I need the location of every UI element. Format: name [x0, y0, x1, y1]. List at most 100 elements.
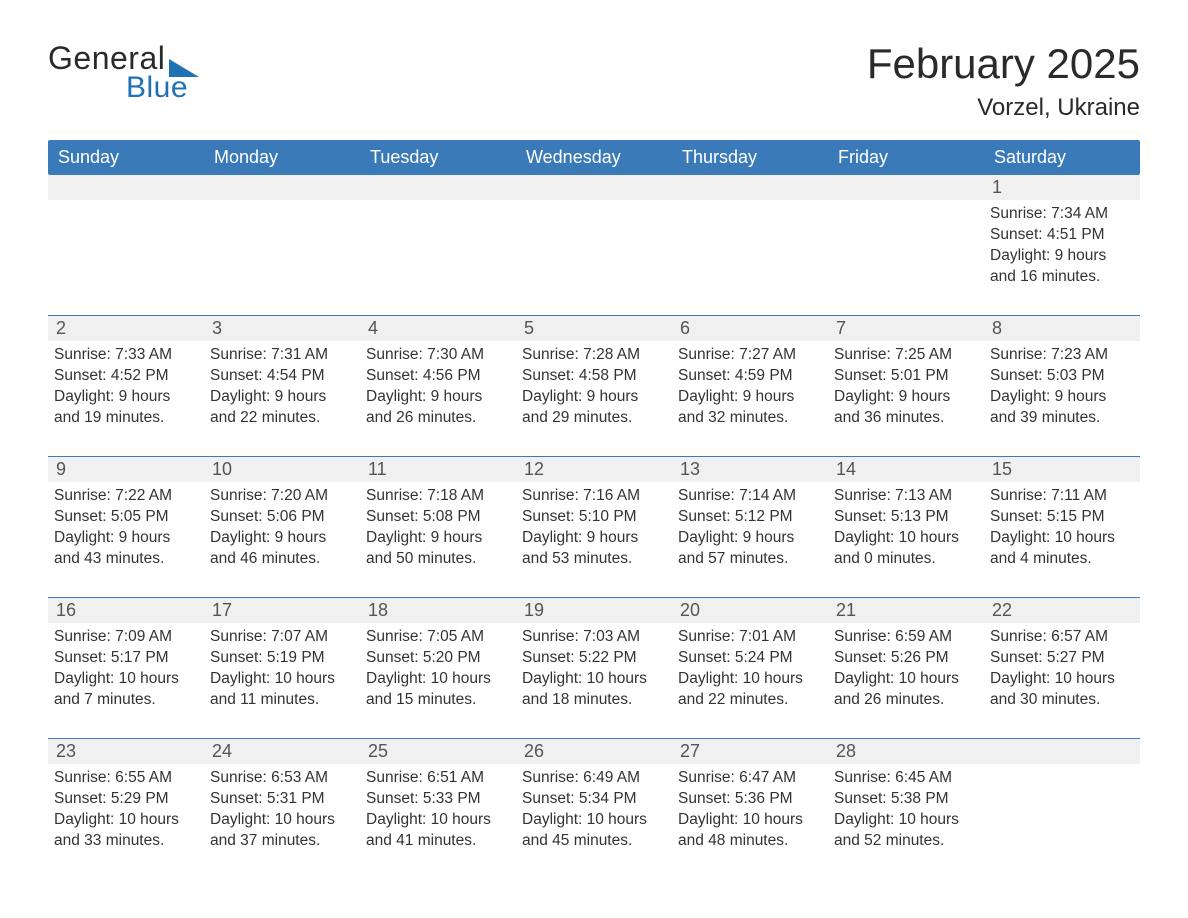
day-cell: 24 Sunrise: 6:53 AMSunset: 5:31 PMDayligh…	[204, 739, 360, 879]
day-details: Sunrise: 7:18 AMSunset: 5:08 PMDaylight:…	[366, 486, 510, 570]
empty-day-cell	[48, 175, 204, 315]
day-cell: 7Sunrise: 7:25 AMSunset: 5:01 PMDaylight…	[828, 316, 984, 456]
day-number-bar: 23	[48, 739, 204, 764]
day-cell: 13Sunrise: 7:14 AMSunset: 5:12 PMDayligh…	[672, 457, 828, 597]
empty-day-cell	[516, 175, 672, 315]
day-details: Sunrise: 7:03 AMSunset: 5:22 PMDaylight:…	[522, 627, 666, 711]
month-title: February 2025	[867, 40, 1140, 88]
day-number-bar: 19	[516, 598, 672, 623]
day-number-bar: 20	[672, 598, 828, 623]
day-cell: 26 Sunrise: 6:49 AMSunset: 5:34 PMDayligh…	[516, 739, 672, 879]
day-number-bar	[48, 175, 204, 200]
day-number-bar	[672, 175, 828, 200]
day-cell: 18 Sunrise: 7:05 AMSunset: 5:20 PMDayligh…	[360, 598, 516, 738]
week-row: 23Sunrise: 6:55 AMSunset: 5:29 PMDayligh…	[48, 738, 1140, 879]
weekday-header-row: SundayMondayTuesdayWednesdayThursdayFrid…	[48, 140, 1140, 175]
day-details: Sunrise: 7:01 AMSunset: 5:24 PMDaylight:…	[678, 627, 822, 711]
weekday-header: Tuesday	[360, 140, 516, 175]
day-number-bar: 24	[204, 739, 360, 764]
day-cell: 4 Sunrise: 7:30 AMSunset: 4:56 PMDaylight…	[360, 316, 516, 456]
day-number: 7	[836, 318, 846, 338]
day-cell: 2 Sunrise: 7:33 AMSunset: 4:52 PMDaylight…	[48, 316, 204, 456]
logo-word2: Blue	[126, 71, 199, 105]
day-cell: 12 Sunrise: 7:16 AMSunset: 5:10 PMDayligh…	[516, 457, 672, 597]
day-number: 4	[368, 318, 378, 338]
day-number: 13	[680, 459, 700, 479]
weekday-header: Saturday	[984, 140, 1140, 175]
day-number: 10	[212, 459, 232, 479]
day-number-bar: 12	[516, 457, 672, 482]
day-cell: 23Sunrise: 6:55 AMSunset: 5:29 PMDayligh…	[48, 739, 204, 879]
day-number-bar: 21	[828, 598, 984, 623]
day-number-bar	[828, 175, 984, 200]
day-details: Sunrise: 7:20 AMSunset: 5:06 PMDaylight:…	[210, 486, 354, 570]
day-details: Sunrise: 6:51 AMSunset: 5:33 PMDaylight:…	[366, 768, 510, 852]
day-cell: 20 Sunrise: 7:01 AMSunset: 5:24 PMDayligh…	[672, 598, 828, 738]
day-details: Sunrise: 7:33 AMSunset: 4:52 PMDaylight:…	[54, 345, 198, 429]
day-number-bar: 8	[984, 316, 1140, 341]
day-cell: 1Sunrise: 7:34 AMSunset: 4:51 PMDaylight…	[984, 175, 1140, 315]
day-cell: 22 Sunrise: 6:57 AMSunset: 5:27 PMDayligh…	[984, 598, 1140, 738]
day-number-bar: 7	[828, 316, 984, 341]
day-number: 22	[992, 600, 1012, 620]
day-cell: 17 Sunrise: 7:07 AMSunset: 5:19 PMDayligh…	[204, 598, 360, 738]
day-details: Sunrise: 7:23 AMSunset: 5:03 PMDaylight:…	[990, 345, 1134, 429]
day-details: Sunrise: 7:11 AMSunset: 5:15 PMDaylight:…	[990, 486, 1134, 570]
day-cell: 8 Sunrise: 7:23 AMSunset: 5:03 PMDaylight…	[984, 316, 1140, 456]
day-cell: 27Sunrise: 6:47 AMSunset: 5:36 PMDayligh…	[672, 739, 828, 879]
day-details: Sunrise: 6:53 AMSunset: 5:31 PMDaylight:…	[210, 768, 354, 852]
day-cell: 19 Sunrise: 7:03 AMSunset: 5:22 PMDayligh…	[516, 598, 672, 738]
day-details: Sunrise: 7:31 AMSunset: 4:54 PMDaylight:…	[210, 345, 354, 429]
day-number-bar: 14	[828, 457, 984, 482]
day-details: Sunrise: 7:16 AMSunset: 5:10 PMDaylight:…	[522, 486, 666, 570]
day-number: 8	[992, 318, 1002, 338]
week-row: 9 Sunrise: 7:22 AMSunset: 5:05 PMDaylight…	[48, 456, 1140, 597]
day-number: 19	[524, 600, 544, 620]
day-number-bar: 2	[48, 316, 204, 341]
day-cell: 3 Sunrise: 7:31 AMSunset: 4:54 PMDaylight…	[204, 316, 360, 456]
day-number-bar	[984, 739, 1140, 764]
day-details: Sunrise: 7:27 AMSunset: 4:59 PMDaylight:…	[678, 345, 822, 429]
day-details: Sunrise: 7:30 AMSunset: 4:56 PMDaylight:…	[366, 345, 510, 429]
day-number-bar: 3	[204, 316, 360, 341]
day-details: Sunrise: 7:22 AMSunset: 5:05 PMDaylight:…	[54, 486, 198, 570]
day-details: Sunrise: 6:57 AMSunset: 5:27 PMDaylight:…	[990, 627, 1134, 711]
day-number-bar: 17	[204, 598, 360, 623]
day-number-bar: 28	[828, 739, 984, 764]
day-number-bar: 11	[360, 457, 516, 482]
day-number: 18	[368, 600, 388, 620]
week-row: 2 Sunrise: 7:33 AMSunset: 4:52 PMDaylight…	[48, 315, 1140, 456]
day-number-bar: 13	[672, 457, 828, 482]
day-details: Sunrise: 7:07 AMSunset: 5:19 PMDaylight:…	[210, 627, 354, 711]
day-number: 16	[56, 600, 76, 620]
empty-day-cell	[984, 739, 1140, 879]
day-cell: 28 Sunrise: 6:45 AMSunset: 5:38 PMDayligh…	[828, 739, 984, 879]
day-cell: 10 Sunrise: 7:20 AMSunset: 5:06 PMDayligh…	[204, 457, 360, 597]
day-number-bar	[516, 175, 672, 200]
day-number: 6	[680, 318, 690, 338]
day-number: 17	[212, 600, 232, 620]
day-number-bar: 15	[984, 457, 1140, 482]
day-number: 26	[524, 741, 544, 761]
day-number-bar: 4	[360, 316, 516, 341]
day-number: 27	[680, 741, 700, 761]
empty-day-cell	[672, 175, 828, 315]
week-row: 1Sunrise: 7:34 AMSunset: 4:51 PMDaylight…	[48, 175, 1140, 315]
day-number: 21	[836, 600, 856, 620]
day-cell: 14Sunrise: 7:13 AMSunset: 5:13 PMDayligh…	[828, 457, 984, 597]
day-number: 20	[680, 600, 700, 620]
day-details: Sunrise: 6:45 AMSunset: 5:38 PMDaylight:…	[834, 768, 978, 852]
logo: General Blue	[48, 40, 199, 105]
day-cell: 9 Sunrise: 7:22 AMSunset: 5:05 PMDaylight…	[48, 457, 204, 597]
day-details: Sunrise: 7:05 AMSunset: 5:20 PMDaylight:…	[366, 627, 510, 711]
day-number: 5	[524, 318, 534, 338]
day-number-bar: 1	[984, 175, 1140, 200]
weekday-header: Friday	[828, 140, 984, 175]
day-number-bar: 6	[672, 316, 828, 341]
day-details: Sunrise: 6:49 AMSunset: 5:34 PMDaylight:…	[522, 768, 666, 852]
day-number: 2	[56, 318, 66, 338]
day-cell: 25Sunrise: 6:51 AMSunset: 5:33 PMDayligh…	[360, 739, 516, 879]
day-cell: 16Sunrise: 7:09 AMSunset: 5:17 PMDayligh…	[48, 598, 204, 738]
day-number-bar: 26	[516, 739, 672, 764]
day-number: 9	[56, 459, 66, 479]
